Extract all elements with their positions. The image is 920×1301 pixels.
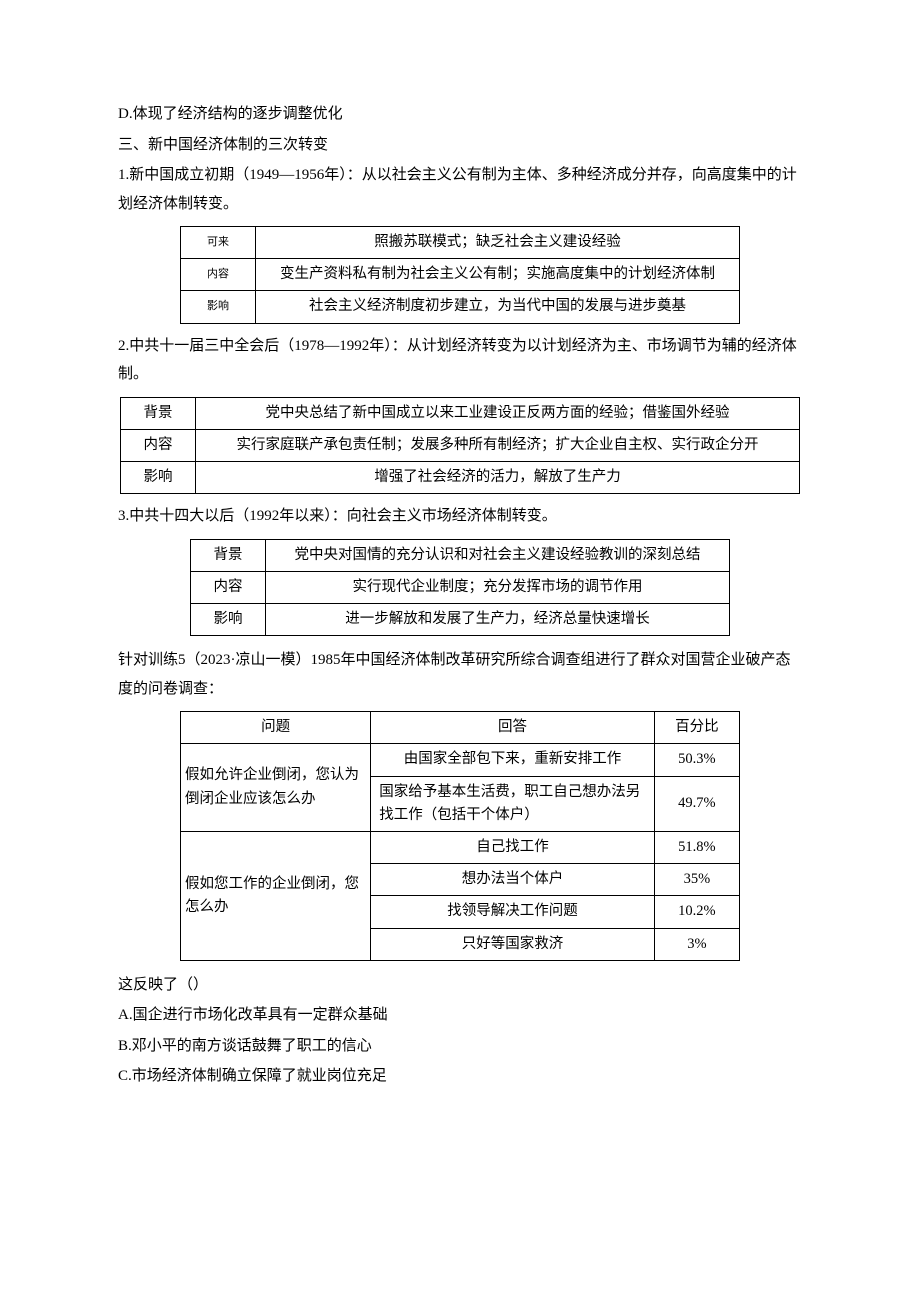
- paragraph-1: 1.新中国成立初期（1949—1956年）：从以社会主义公有制为主体、多种经济成…: [118, 161, 802, 218]
- question-tail: 这反映了（）: [118, 971, 802, 1000]
- table-row: 可来 照搬苏联模式；缺乏社会主义建设经验: [181, 227, 740, 259]
- cell-value: 党中央对国情的充分认识和对社会主义建设经验教训的深刻总结: [266, 539, 730, 571]
- cell-key: 内容: [181, 259, 256, 291]
- cell-value: 党中央总结了新中国成立以来工业建设正反两方面的经验；借鉴国外经验: [196, 397, 800, 429]
- survey-percent: 51.8%: [654, 831, 739, 863]
- table-row: 影响 进一步解放和发展了生产力，经济总量快速增长: [191, 604, 730, 636]
- table-row: 内容 实行现代企业制度；充分发挥市场的调节作用: [191, 571, 730, 603]
- cell-key: 内容: [121, 429, 196, 461]
- cell-key: 影响: [191, 604, 266, 636]
- survey-answer: 找领导解决工作问题: [371, 896, 654, 928]
- cell-value: 增强了社会经济的活力，解放了生产力: [196, 461, 800, 493]
- survey-percent: 3%: [654, 928, 739, 960]
- cell-value: 进一步解放和发展了生产力，经济总量快速增长: [266, 604, 730, 636]
- table-header-row: 问题 回答 百分比: [181, 712, 740, 744]
- option-a: A.国企进行市场化改革具有一定群众基础: [118, 1001, 802, 1030]
- survey-percent: 49.7%: [654, 776, 739, 831]
- option-b: B.邓小平的南方谈话鼓舞了职工的信心: [118, 1032, 802, 1061]
- paragraph-3: 3.中共十四大以后（1992年以来）：向社会主义市场经济体制转变。: [118, 502, 802, 531]
- survey-question-1: 假如允许企业倒闭，您认为倒闭企业应该怎么办: [181, 744, 371, 832]
- table-row: 假如您工作的企业倒闭，您怎么办 自己找工作 51.8%: [181, 831, 740, 863]
- question-stem: 针对训练5（2023·凉山一模）1985年中国经济体制改革研究所综合调查组进行了…: [118, 646, 802, 703]
- table-row: 假如允许企业倒闭，您认为倒闭企业应该怎么办 由国家全部包下来，重新安排工作 50…: [181, 744, 740, 776]
- cell-key: 影响: [181, 291, 256, 323]
- header-percent: 百分比: [654, 712, 739, 744]
- cell-key: 背景: [191, 539, 266, 571]
- table-row: 内容 实行家庭联产承包责任制；发展多种所有制经济；扩大企业自主权、实行政企分开: [121, 429, 800, 461]
- cell-value: 实行现代企业制度；充分发挥市场的调节作用: [266, 571, 730, 603]
- table-period-2: 背景 党中央总结了新中国成立以来工业建设正反两方面的经验；借鉴国外经验 内容 实…: [120, 397, 800, 495]
- cell-key: 可来: [181, 227, 256, 259]
- option-c: C.市场经济体制确立保障了就业岗位充足: [118, 1062, 802, 1091]
- survey-answer: 自己找工作: [371, 831, 654, 863]
- cell-key: 内容: [191, 571, 266, 603]
- survey-percent: 35%: [654, 864, 739, 896]
- cell-key: 影响: [121, 461, 196, 493]
- cell-value: 实行家庭联产承包责任制；发展多种所有制经济；扩大企业自主权、实行政企分开: [196, 429, 800, 461]
- survey-answer: 国家给予基本生活费，职工自己想办法另找工作（包括干个体户）: [371, 776, 654, 831]
- cell-value: 照搬苏联模式；缺乏社会主义建设经验: [256, 227, 740, 259]
- table-row: 影响 增强了社会经济的活力，解放了生产力: [121, 461, 800, 493]
- option-d: D.体现了经济结构的逐步调整优化: [118, 100, 802, 129]
- header-question: 问题: [181, 712, 371, 744]
- survey-answer: 由国家全部包下来，重新安排工作: [371, 744, 654, 776]
- cell-value: 变生产资料私有制为社会主义公有制；实施高度集中的计划经济体制: [256, 259, 740, 291]
- survey-answer: 只好等国家救济: [371, 928, 654, 960]
- table-row: 内容 变生产资料私有制为社会主义公有制；实施高度集中的计划经济体制: [181, 259, 740, 291]
- cell-key: 背景: [121, 397, 196, 429]
- table-row: 背景 党中央对国情的充分认识和对社会主义建设经验教训的深刻总结: [191, 539, 730, 571]
- document-page: D.体现了经济结构的逐步调整优化 三、新中国经济体制的三次转变 1.新中国成立初…: [0, 0, 920, 1301]
- paragraph-2: 2.中共十一届三中全会后（1978—1992年）：从计划经济转变为以计划经济为主…: [118, 332, 802, 389]
- survey-table: 问题 回答 百分比 假如允许企业倒闭，您认为倒闭企业应该怎么办 由国家全部包下来…: [180, 711, 740, 961]
- header-answer: 回答: [371, 712, 654, 744]
- survey-percent: 10.2%: [654, 896, 739, 928]
- table-period-3: 背景 党中央对国情的充分认识和对社会主义建设经验教训的深刻总结 内容 实行现代企…: [190, 539, 730, 637]
- survey-percent: 50.3%: [654, 744, 739, 776]
- table-period-1: 可来 照搬苏联模式；缺乏社会主义建设经验 内容 变生产资料私有制为社会主义公有制…: [180, 226, 740, 324]
- cell-value: 社会主义经济制度初步建立，为当代中国的发展与进步奠基: [256, 291, 740, 323]
- survey-answer: 想办法当个体户: [371, 864, 654, 896]
- table-row: 影响 社会主义经济制度初步建立，为当代中国的发展与进步奠基: [181, 291, 740, 323]
- section-heading: 三、新中国经济体制的三次转变: [118, 131, 802, 160]
- table-row: 背景 党中央总结了新中国成立以来工业建设正反两方面的经验；借鉴国外经验: [121, 397, 800, 429]
- survey-question-2: 假如您工作的企业倒闭，您怎么办: [181, 831, 371, 960]
